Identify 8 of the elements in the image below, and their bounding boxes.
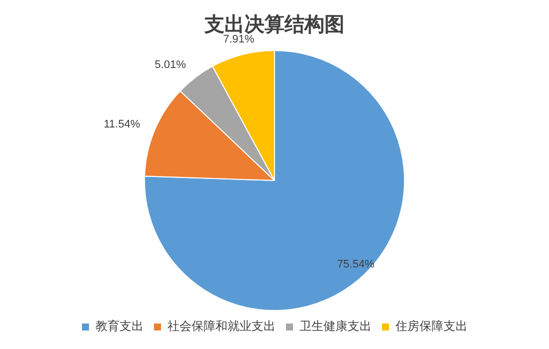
legend-label: 教育支出 [96, 319, 144, 334]
data-label: 11.54% [104, 118, 140, 130]
data-label: 5.01% [154, 59, 186, 72]
legend-label: 住房保障支出 [394, 319, 468, 334]
legend-label: 社会保障和就业支出 [168, 319, 276, 334]
data-label: 7.91% [223, 33, 254, 46]
data-label: 75.54% [337, 258, 375, 271]
legend-label: 卫生健康支出 [300, 319, 372, 334]
